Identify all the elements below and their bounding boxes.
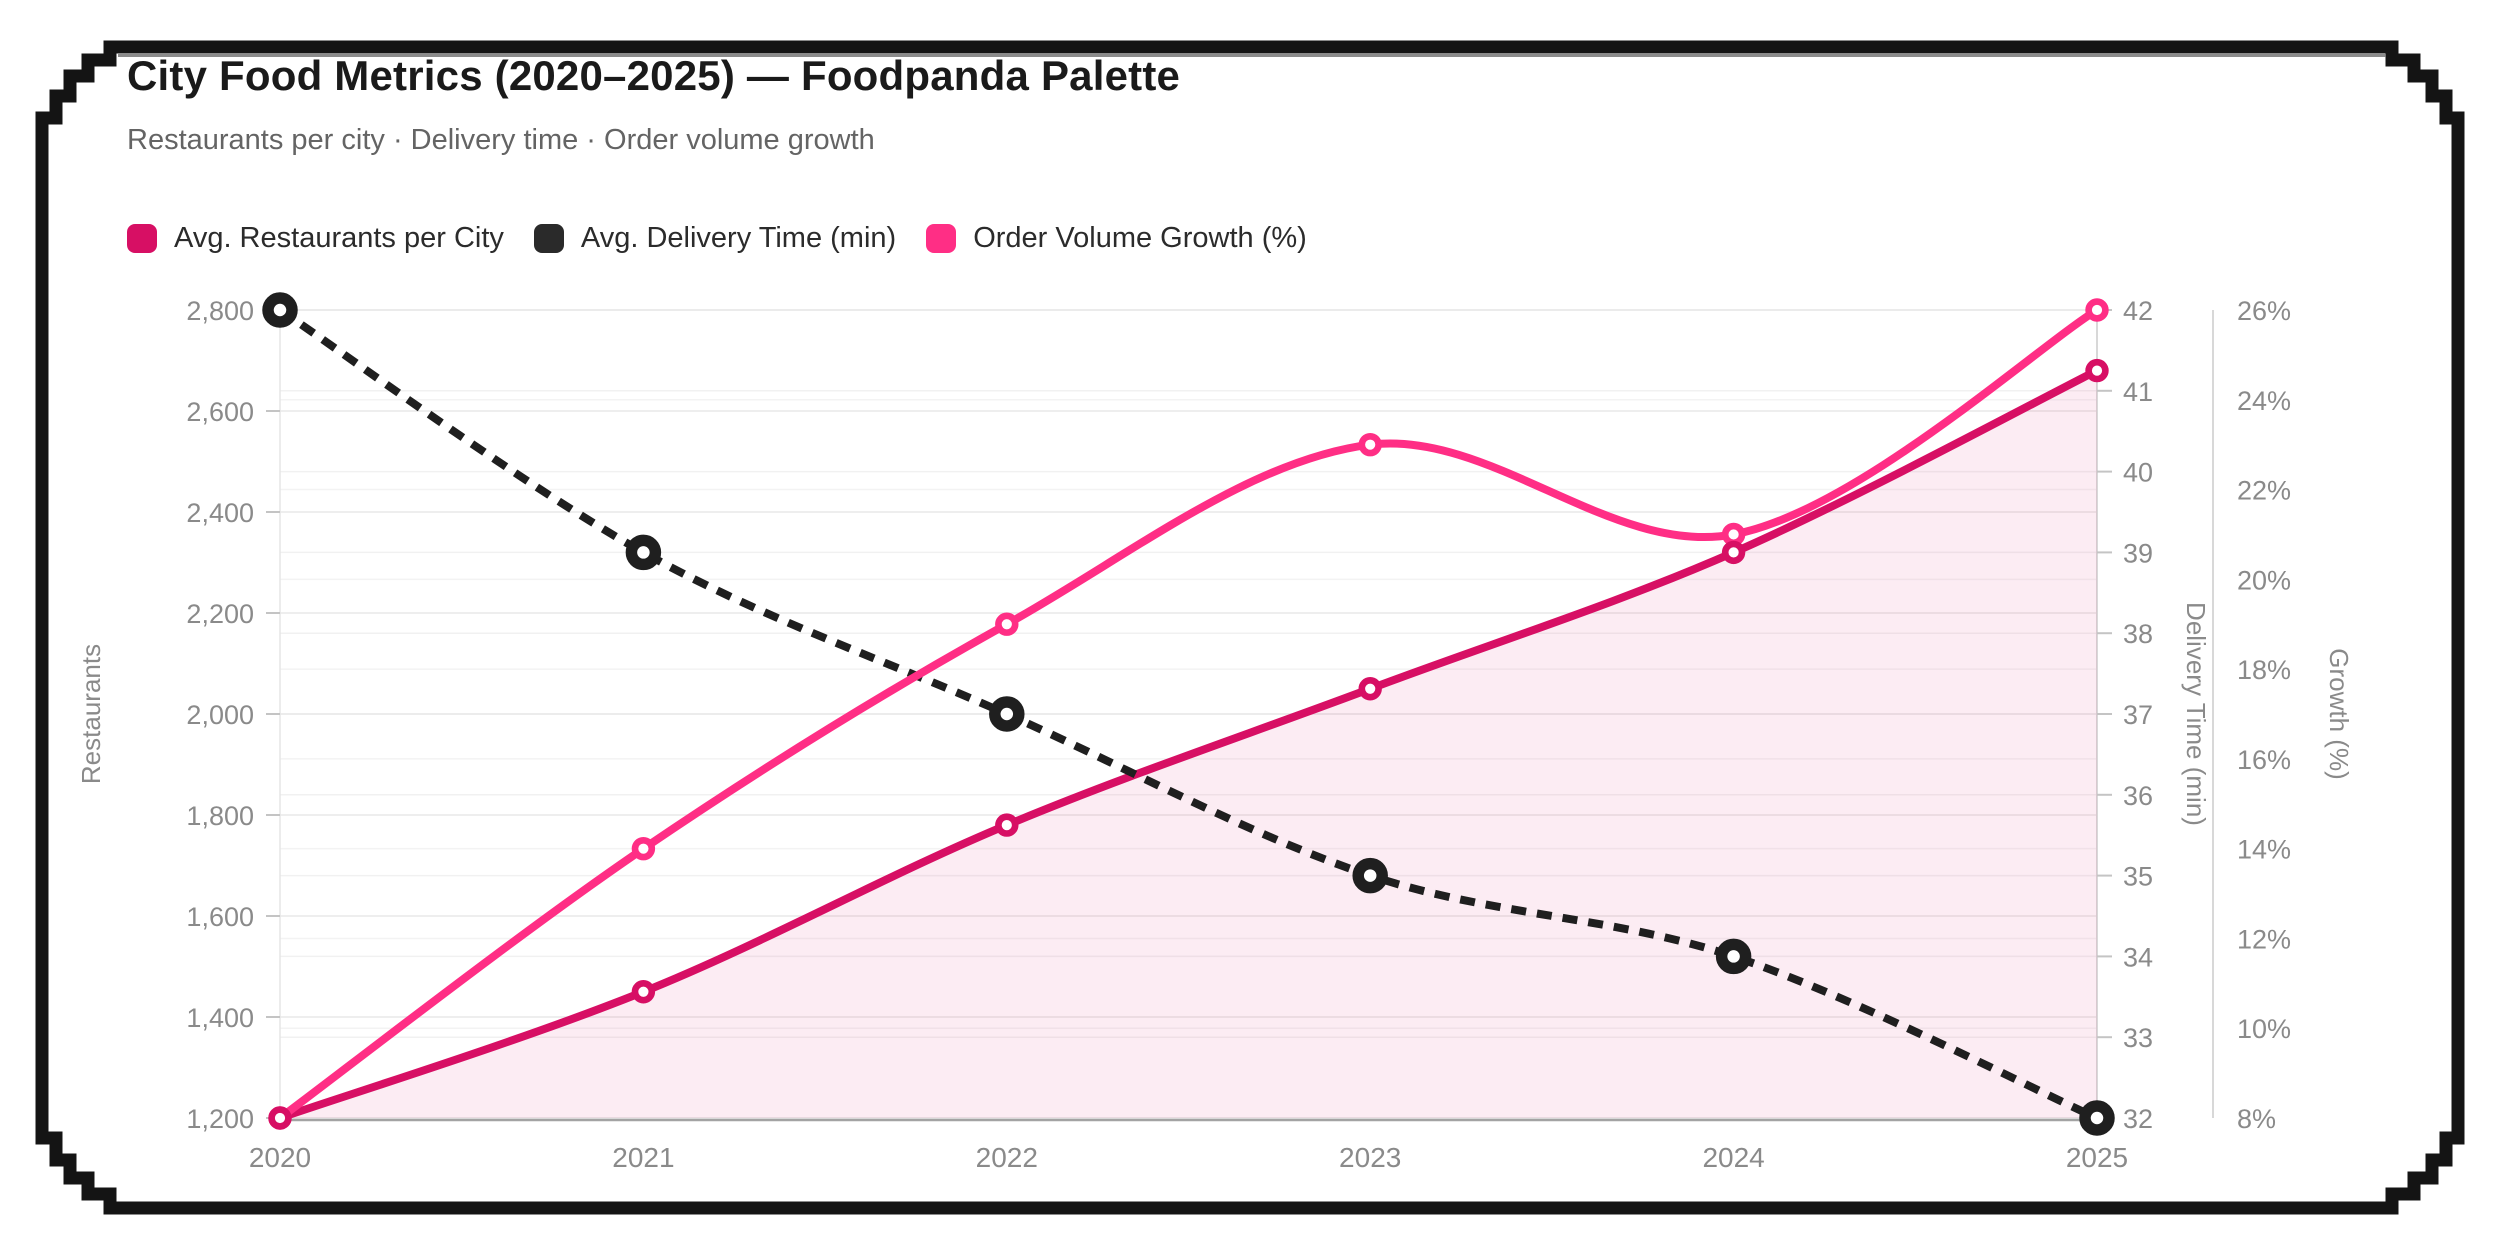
delivery-tick-label: 40 [2123, 458, 2153, 488]
chart-subtitle: Restaurants per city · Delivery time · O… [127, 124, 875, 156]
growth-tick-label: 26% [2237, 296, 2291, 326]
marker-delivery-2025[interactable] [2079, 1100, 2115, 1136]
restaurants-line [278, 367, 2099, 1122]
legend-item-1[interactable]: Avg. Delivery Time (min) [533, 222, 897, 255]
delivery-tick-label: 32 [2123, 1104, 2153, 1134]
x-axis-tick-label: 2020 [249, 1142, 311, 1173]
y-axis-tick-label: 2,800 [186, 296, 254, 326]
marker-delivery-2021[interactable] [625, 534, 662, 571]
legend-swatch-icon [926, 224, 957, 253]
growth-tick-label: 12% [2237, 924, 2291, 954]
x-axis-tick-label: 2021 [612, 1142, 674, 1173]
restaurants-markers [268, 358, 2109, 1130]
delivery-tick-label: 41 [2123, 377, 2153, 407]
growth-axis-labels: 26% 24% 22% 20% 18% 16% 14% 12% 10% 8% [2237, 296, 2291, 1134]
delivery-line [277, 306, 2099, 1122]
delivery-tick-label: 42 [2123, 296, 2153, 326]
restaurants-axis-title: Restaurants [76, 644, 106, 784]
marker-delivery-2023[interactable] [1352, 857, 1388, 894]
y-axis-tick-label: 1,800 [186, 801, 254, 831]
marker-growth-2024[interactable] [1721, 522, 1746, 547]
marker-growth-2023[interactable] [1358, 432, 1382, 457]
growth-tick-label: 8% [2237, 1104, 2276, 1134]
x-axis-tick-label: 2022 [976, 1142, 1038, 1173]
y-axis-tick-label: 2,200 [186, 599, 254, 629]
legend-item-0[interactable]: Avg. Restaurants per City [127, 222, 504, 255]
delivery-tick-label: 36 [2123, 781, 2153, 811]
delivery-tick-label: 34 [2123, 942, 2153, 972]
y-axis-tick-label: 2,600 [186, 397, 254, 427]
growth-tick-label: 20% [2237, 565, 2291, 595]
legend-swatch-icon [533, 224, 564, 253]
legend-label: Order Volume Growth (%) [973, 222, 1307, 254]
delivery-tick-label: 33 [2123, 1023, 2153, 1053]
growth-line [277, 306, 2100, 1122]
legend: Avg. Restaurants per City Avg. Delivery T… [127, 222, 1307, 255]
y-axis-tick-label: 1,400 [186, 1003, 254, 1033]
marker-restaurants-2023[interactable] [1358, 677, 1382, 701]
legend-label: Avg. Restaurants per City [174, 222, 504, 254]
legend-label: Avg. Delivery Time (min) [580, 222, 897, 254]
delivery-markers [262, 292, 2115, 1136]
marker-growth-2021[interactable] [631, 836, 656, 861]
x-axis-tick-label: 2025 [2066, 1142, 2128, 1173]
delivery-tick-label: 37 [2123, 700, 2153, 730]
growth-tick-label: 24% [2237, 386, 2291, 416]
delivery-tick-label: 38 [2123, 619, 2153, 649]
growth-axis-title: Growth (%) [2324, 648, 2354, 779]
marker-growth-2025[interactable] [2085, 298, 2109, 322]
x-axis-tick-label: 2024 [1702, 1142, 1764, 1173]
growth-tick-label: 14% [2237, 835, 2291, 865]
marker-restaurants-2020[interactable] [268, 1106, 292, 1130]
marker-restaurants-2024[interactable] [1721, 540, 1746, 565]
delivery-axis-labels: 42 41 40 39 38 37 36 35 34 33 32 [2123, 296, 2153, 1134]
restaurants-area-fill [280, 370, 2097, 1119]
growth-tick-label: 22% [2237, 476, 2291, 506]
x-axis-labels: 2020 2021 2022 2023 2024 2025 [249, 1142, 2128, 1173]
delivery-tick-label: 39 [2123, 538, 2153, 568]
marker-restaurants-2021[interactable] [631, 980, 656, 1004]
restaurants-axis-labels: 2,800 2,600 2,400 2,200 2,000 1,800 1,600 1,400… [186, 296, 254, 1134]
delivery-tick-label: 35 [2123, 862, 2153, 892]
y-axis-tick-label: 1,200 [186, 1104, 254, 1134]
marker-restaurants-2022[interactable] [995, 813, 1019, 837]
legend-item-2[interactable]: Order Volume Growth (%) [926, 222, 1307, 255]
growth-tick-label: 18% [2237, 655, 2291, 685]
delivery-axis-title: Delivery Time (min) [2181, 602, 2211, 826]
legend-swatch-icon [127, 224, 157, 253]
growth-tick-label: 10% [2237, 1014, 2291, 1044]
marker-delivery-2020[interactable] [262, 292, 298, 328]
marker-restaurants-2025[interactable] [2085, 358, 2109, 383]
y-axis-tick-label: 2,000 [186, 700, 254, 730]
marker-delivery-2022[interactable] [989, 696, 1025, 732]
y-axis-tick-label: 1,600 [186, 902, 254, 932]
growth-tick-label: 16% [2237, 745, 2291, 775]
chart-title: City Food Metrics (2020–2025) — Foodpand… [127, 52, 1181, 99]
x-axis-tick-label: 2023 [1339, 1142, 1401, 1173]
y-axis-tick-label: 2,400 [186, 498, 254, 528]
marker-growth-2022[interactable] [995, 612, 1019, 636]
marker-delivery-2024[interactable] [1715, 938, 1752, 975]
